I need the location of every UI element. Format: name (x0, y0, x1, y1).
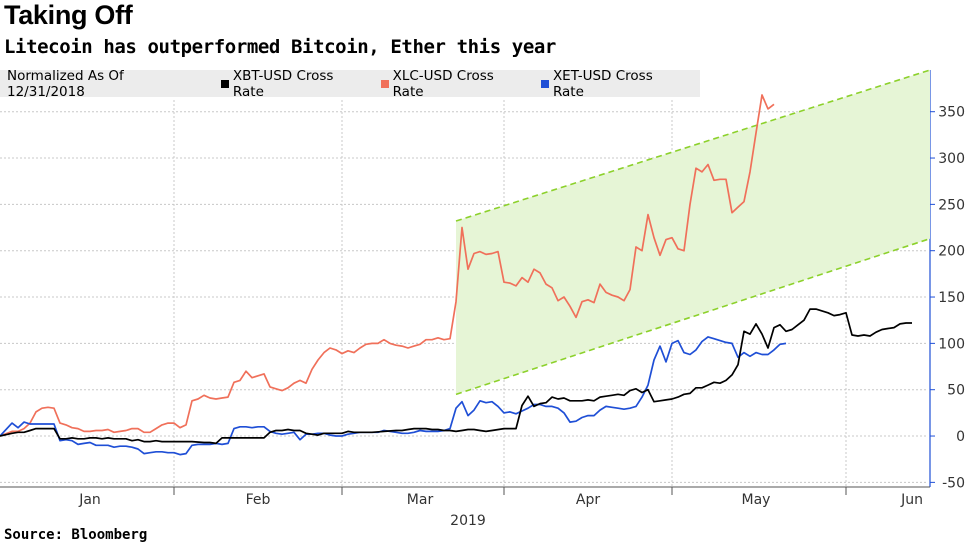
x-year-label: 2019 (450, 513, 486, 529)
y-tick-label: 350 (938, 105, 965, 121)
trend-channel-upper-line (455, 69, 931, 222)
trend-channel-lower-line (455, 237, 931, 396)
legend-entry-xbt: XBT-USD Cross Rate (221, 68, 367, 100)
y-tick-label: 250 (938, 197, 965, 213)
series-line-xet (0, 336, 787, 456)
x-tick-label: Mar (407, 492, 434, 508)
chart-title: Taking Off (4, 0, 133, 30)
source-note: Source: Bloomberg (4, 527, 148, 543)
legend-label-xlc: XLC-USD Cross Rate (392, 67, 494, 100)
legend-swatch-xlc (380, 79, 389, 88)
y-tick-label: 100 (938, 336, 965, 352)
legend-label-xbt: XBT-USD Cross Rate (232, 67, 334, 100)
y-tick-label: 150 (938, 290, 965, 306)
trend-channel-fill (456, 70, 930, 395)
series-line-xlc (0, 94, 775, 437)
y-tick-label: 0 (956, 429, 965, 445)
x-tick-label: Jun (900, 492, 923, 508)
legend-swatch-xbt (221, 79, 229, 88)
legend-swatch-xet (541, 79, 549, 88)
y-tick-label: 200 (938, 244, 965, 260)
legend-entry-xlc: XLC-USD Cross Rate (380, 67, 527, 100)
x-tick-label: Feb (246, 492, 271, 508)
series-line-xbt (0, 308, 912, 445)
x-tick-label: May (742, 492, 771, 508)
y-tick-label: -50 (942, 475, 965, 491)
x-tick-label: Apr (576, 492, 600, 508)
y-tick-label: 300 (938, 151, 965, 167)
legend-normalization-note: Normalized As Of 12/31/2018 (7, 67, 124, 100)
y-tick-label: 50 (947, 383, 965, 399)
legend: Normalized As Of 12/31/2018 XBT-USD Cros… (0, 67, 700, 100)
chart-subtitle: Litecoin has outperformed Bitcoin, Ether… (4, 36, 556, 58)
x-tick-label: Jan (78, 492, 101, 508)
legend-entry-xet: XET-USD Cross Rate (541, 68, 686, 100)
legend-label-xet: XET-USD Cross Rate (552, 67, 653, 100)
